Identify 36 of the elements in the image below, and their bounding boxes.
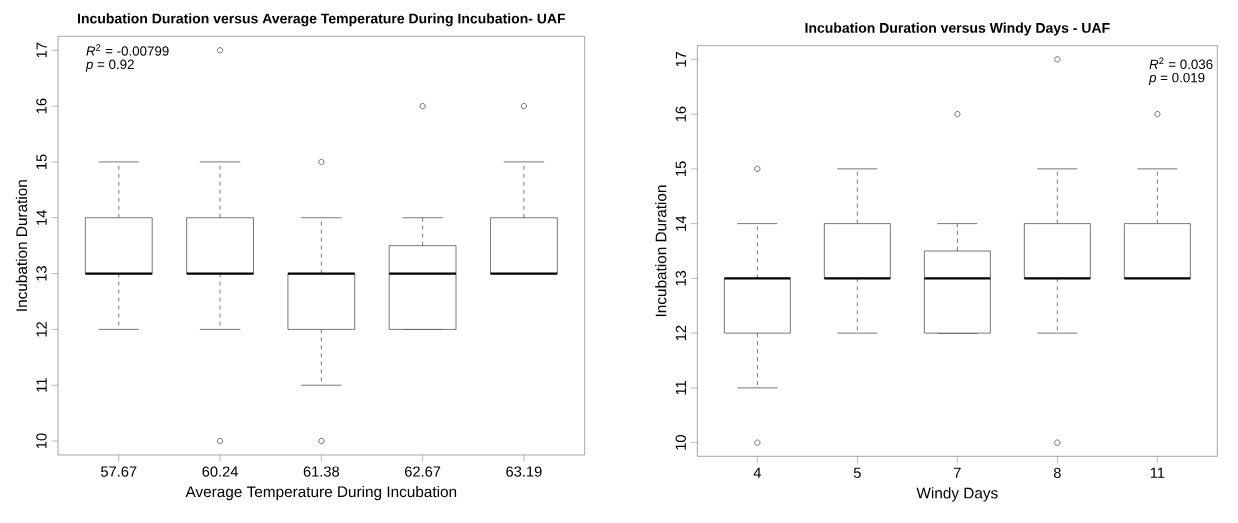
y-axis-title: Incubation Duration	[15, 180, 28, 311]
y-tick-label: 14	[675, 215, 686, 231]
x-axis-title: Windy Days	[916, 487, 998, 502]
y-tick-label: 10	[36, 433, 47, 449]
y-tick-label: 13	[675, 270, 686, 286]
y-tick-label: 10	[675, 435, 686, 450]
annotation: p = 0.92	[85, 59, 134, 72]
x-axis-title: Average Temperature During Incubation	[185, 485, 457, 501]
y-tick-label: 11	[675, 380, 686, 395]
y-tick-label: 12	[675, 325, 686, 341]
y-tick-label: 12	[36, 321, 47, 337]
y-tick-label: 16	[675, 106, 686, 122]
y-tick-label: 17	[675, 51, 686, 67]
y-tick-label: 14	[36, 210, 47, 225]
annotation: R$^{2}$ = -0.00799	[86, 44, 169, 56]
x-tick-label: 60.24	[202, 466, 238, 477]
x-tick-label: 4	[753, 467, 761, 478]
x-tick-label: 62.67	[405, 466, 441, 477]
annotation: R$^{2}$ = 0.036	[1149, 57, 1213, 70]
y-tick-label: 15	[36, 154, 47, 169]
y-axis-title: Incubation Duration	[655, 185, 667, 317]
x-tick-label: 61.38	[303, 466, 340, 477]
x-tick-label: 63.19	[506, 466, 542, 477]
chart-title: Incubation Duration versus Average Temperature During Incubation- UAF	[78, 13, 566, 27]
y-tick-label: 13	[36, 266, 47, 281]
x-tick-label: 5	[853, 467, 861, 478]
y-tick-label: 15	[675, 161, 686, 176]
y-tick-label: 17	[36, 42, 47, 58]
x-tick-label: 57.67	[101, 466, 137, 477]
x-tick-label: 7	[954, 467, 961, 478]
y-tick-label: 16	[36, 98, 47, 114]
y-tick-label: 11	[36, 378, 47, 392]
annotation: p = 0.019	[1148, 72, 1205, 85]
x-tick-label: 11	[1150, 467, 1165, 478]
x-tick-label: 8	[1053, 467, 1061, 479]
chart-title: Incubation Duration versus Windy Days - UAF	[805, 22, 1110, 36]
